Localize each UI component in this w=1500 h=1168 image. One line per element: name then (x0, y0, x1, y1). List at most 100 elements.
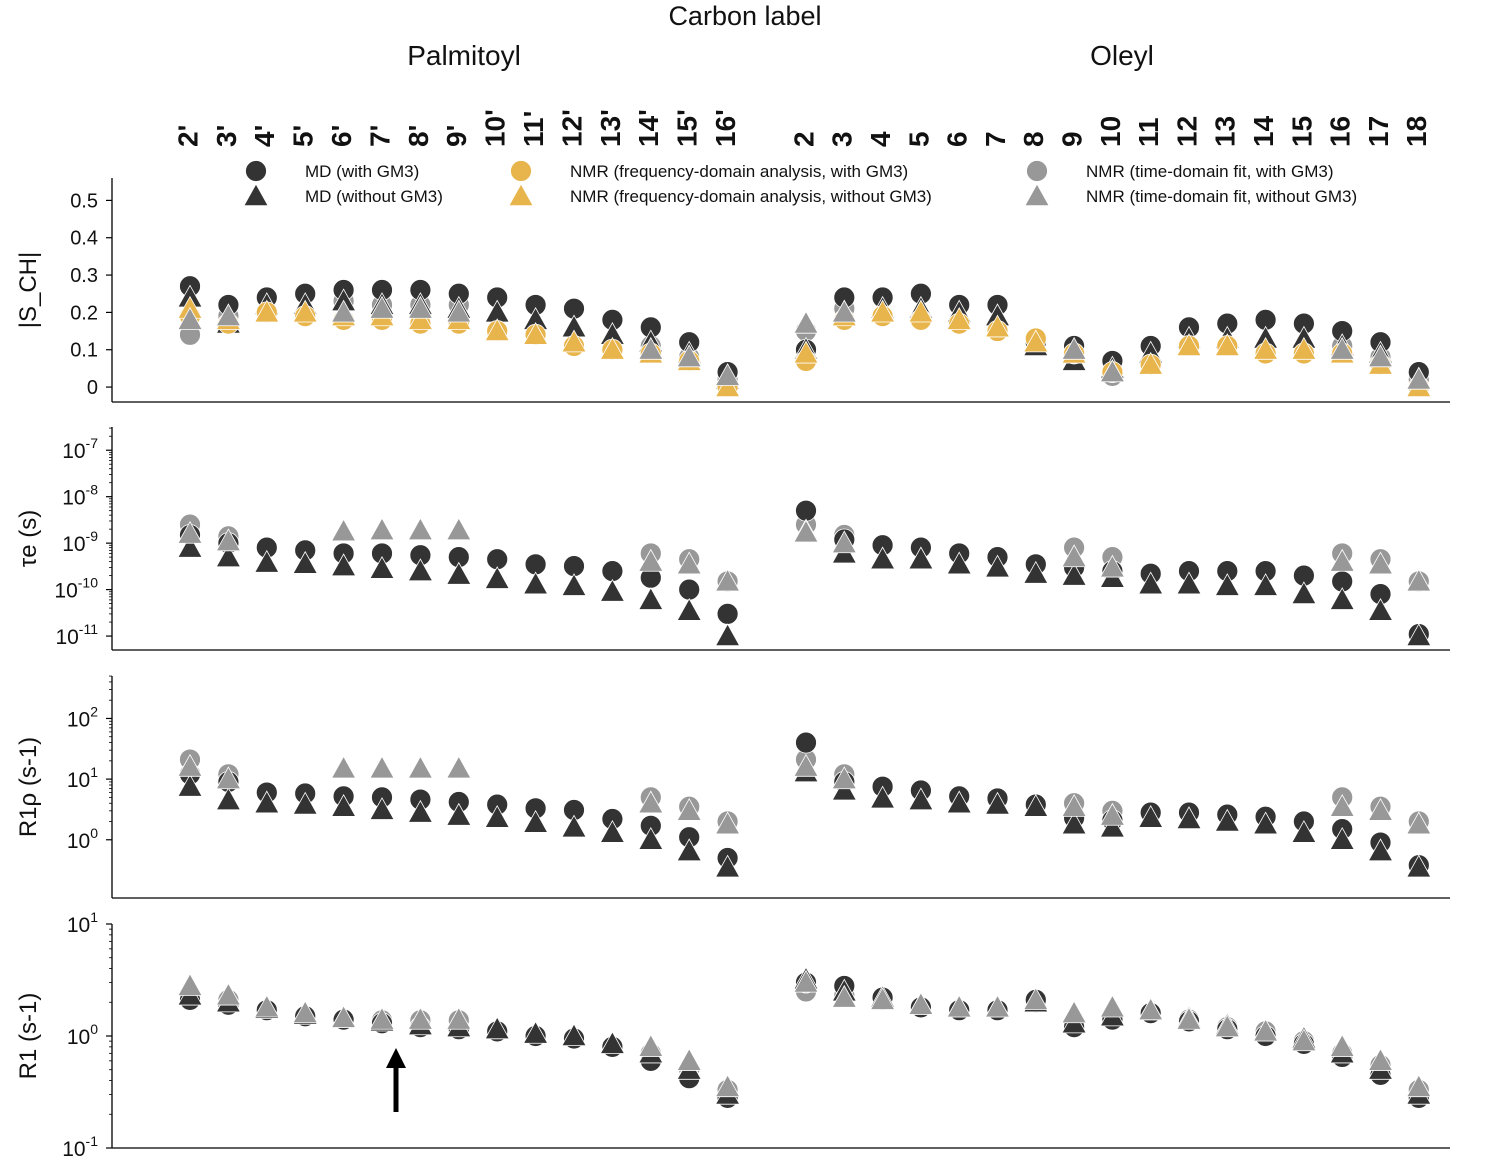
point-r1rho-2-palmitoyl-5 (369, 797, 395, 820)
point-r1rho-2-oleyl-15 (1367, 838, 1394, 862)
point-scd-4-palmitoyl-11 (599, 336, 626, 360)
point-r1rho-2-palmitoyl-7 (446, 802, 472, 826)
ytick-label-r1rho-1: 101 (67, 764, 98, 792)
point-r1rho-2-palmitoyl-3 (292, 791, 318, 815)
point-r1-3-oleyl-8 (1099, 994, 1126, 1018)
point-scd-5-oleyl-1 (831, 299, 857, 323)
point-tau-3-palmitoyl-5 (369, 517, 395, 541)
point-r1-3-oleyl-2 (869, 987, 896, 1010)
point-tau-2-palmitoyl-0 (177, 534, 203, 558)
panel-r1rho: 100 101 102 R1ρ (s-1) (15, 675, 1450, 899)
point-r1-3-palmitoyl-12 (638, 1034, 664, 1057)
point-r1-3-oleyl-14 (1329, 1034, 1355, 1057)
series-scd-5 (177, 295, 1432, 390)
series-r1-0 (179, 980, 1430, 1101)
point-scd-4-oleyl-3 (908, 299, 934, 323)
point-tau-2-oleyl-11 (1214, 573, 1240, 596)
point-scd-5-oleyl-8 (1099, 359, 1126, 383)
category-label-palmitoyl-13: 15' (672, 109, 703, 147)
point-r1rho-2-oleyl-3 (908, 787, 934, 811)
legend-label-4: NMR (time-domain fit, with GM3) (1086, 162, 1333, 181)
ytick-label-r1rho-0: 100 (67, 825, 98, 853)
point-r1-3-oleyl-16 (1406, 1074, 1432, 1098)
point-tau-3-oleyl-0 (793, 519, 819, 543)
point-scd-4-palmitoyl-2 (254, 299, 280, 323)
point-tau-2-oleyl-14 (1329, 587, 1355, 610)
point-r1rho-2-oleyl-8 (1099, 814, 1126, 838)
point-scd-5-palmitoyl-0 (177, 307, 203, 330)
point-scd-4-oleyl-0 (793, 340, 819, 364)
point-tau-2-oleyl-2 (869, 546, 896, 570)
point-r1rho-3-palmitoyl-6 (407, 755, 434, 779)
point-scd-5-palmitoyl-13 (676, 344, 702, 368)
point-r1rho-2-oleyl-4 (946, 790, 972, 814)
point-r1-3-oleyl-4 (946, 994, 972, 1018)
point-r1rho-2-palmitoyl-1 (215, 787, 242, 811)
point-r1rho-2-oleyl-13 (1291, 820, 1317, 843)
point-tau-2-palmitoyl-7 (446, 561, 472, 585)
point-r1rho-2-palmitoyl-0 (177, 773, 203, 797)
point-r1rho-3-oleyl-8 (1099, 802, 1126, 826)
category-label-palmitoyl-2: 4' (249, 125, 280, 147)
series-scd-4 (177, 295, 1432, 398)
point-r1rho-2-palmitoyl-8 (484, 805, 510, 828)
point-tau-2-palmitoyl-11 (599, 578, 626, 602)
point-tau-2-palmitoyl-10 (561, 573, 587, 596)
point-r1-3-oleyl-13 (1291, 1028, 1317, 1052)
point-r1rho-2-oleyl-5 (984, 791, 1011, 815)
point-tau-2-palmitoyl-1 (215, 544, 242, 568)
point-scd-5-oleyl-7 (1061, 336, 1087, 360)
point-r1rho-3-palmitoyl-13 (676, 798, 702, 821)
point-r1-3-palmitoyl-0 (177, 973, 203, 996)
category-label-oleyl-1: 3 (827, 131, 858, 147)
category-label-oleyl-10: 12 (1171, 116, 1202, 147)
category-label-oleyl-12: 14 (1248, 115, 1279, 147)
point-r1-3-palmitoyl-5 (369, 1006, 395, 1030)
ylabel-scd: |S_CH| (15, 252, 42, 329)
point-r1rho-2-palmitoyl-2 (254, 790, 280, 814)
point-r1rho-1-oleyl-0 (795, 731, 817, 754)
point-scd-5-palmitoyl-12 (638, 336, 664, 360)
ytick-label-scd-5: 0.5 (70, 190, 98, 212)
category-label-oleyl-0: 2 (788, 131, 819, 147)
category-label-oleyl-16: 18 (1401, 116, 1432, 147)
ytick-label-tau-4: 10-7 (62, 435, 98, 463)
point-r1rho-3-oleyl-0 (793, 753, 819, 777)
point-tau-3-oleyl-15 (1367, 551, 1394, 575)
point-tau-3-palmitoyl-1 (215, 528, 242, 552)
point-r1rho-2-oleyl-9 (1138, 805, 1164, 828)
category-label-oleyl-13: 15 (1286, 116, 1317, 147)
point-tau-2-palmitoyl-5 (369, 556, 395, 579)
ytick-label-scd-3: 0.3 (70, 265, 98, 287)
point-tau-3-palmitoyl-14 (714, 568, 741, 592)
point-scd-5-palmitoyl-14 (714, 363, 741, 386)
point-r1-2-palmitoyl-8 (484, 1016, 510, 1040)
ytick-label-tau-2: 10-9 (62, 528, 98, 556)
point-r1rho-2-oleyl-11 (1214, 808, 1240, 832)
point-tau-2-palmitoyl-2 (254, 549, 280, 573)
point-r1-3-palmitoyl-13 (676, 1048, 702, 1071)
point-r1rho-3-oleyl-14 (1329, 793, 1355, 817)
category-label-oleyl-8: 10 (1095, 116, 1126, 147)
category-label-oleyl-3: 5 (903, 131, 934, 147)
point-r1-3-palmitoyl-6 (407, 1006, 434, 1030)
point-r1rho-2-palmitoyl-10 (561, 814, 587, 838)
point-r1-3-palmitoyl-1 (215, 982, 242, 1006)
series-r1rho-2 (177, 759, 1432, 878)
category-label-oleyl-5: 7 (980, 131, 1011, 147)
point-tau-3-oleyl-1 (831, 530, 857, 554)
point-r1rho-2-palmitoyl-11 (599, 820, 626, 843)
point-scd-5-oleyl-16 (1406, 366, 1432, 390)
point-r1rho-2-oleyl-6 (1023, 793, 1049, 817)
point-tau-3-palmitoyl-0 (177, 520, 203, 544)
ytick-label-tau-1: 10-10 (54, 575, 98, 603)
group-title-palmitoyl: Palmitoyl (407, 40, 521, 71)
panel-r1: 10-1 100 101 R1 (s-1) (15, 909, 1450, 1161)
category-label-palmitoyl-9: 11' (518, 111, 549, 147)
point-r1-3-palmitoyl-14 (714, 1074, 741, 1098)
point-r1rho-2-oleyl-1 (831, 777, 857, 801)
ytick-label-scd-4: 0.4 (70, 228, 98, 250)
point-scd-4-oleyl-4 (946, 307, 972, 330)
point-scd-5-oleyl-15 (1367, 344, 1394, 368)
point-tau-2-oleyl-13 (1291, 581, 1317, 605)
